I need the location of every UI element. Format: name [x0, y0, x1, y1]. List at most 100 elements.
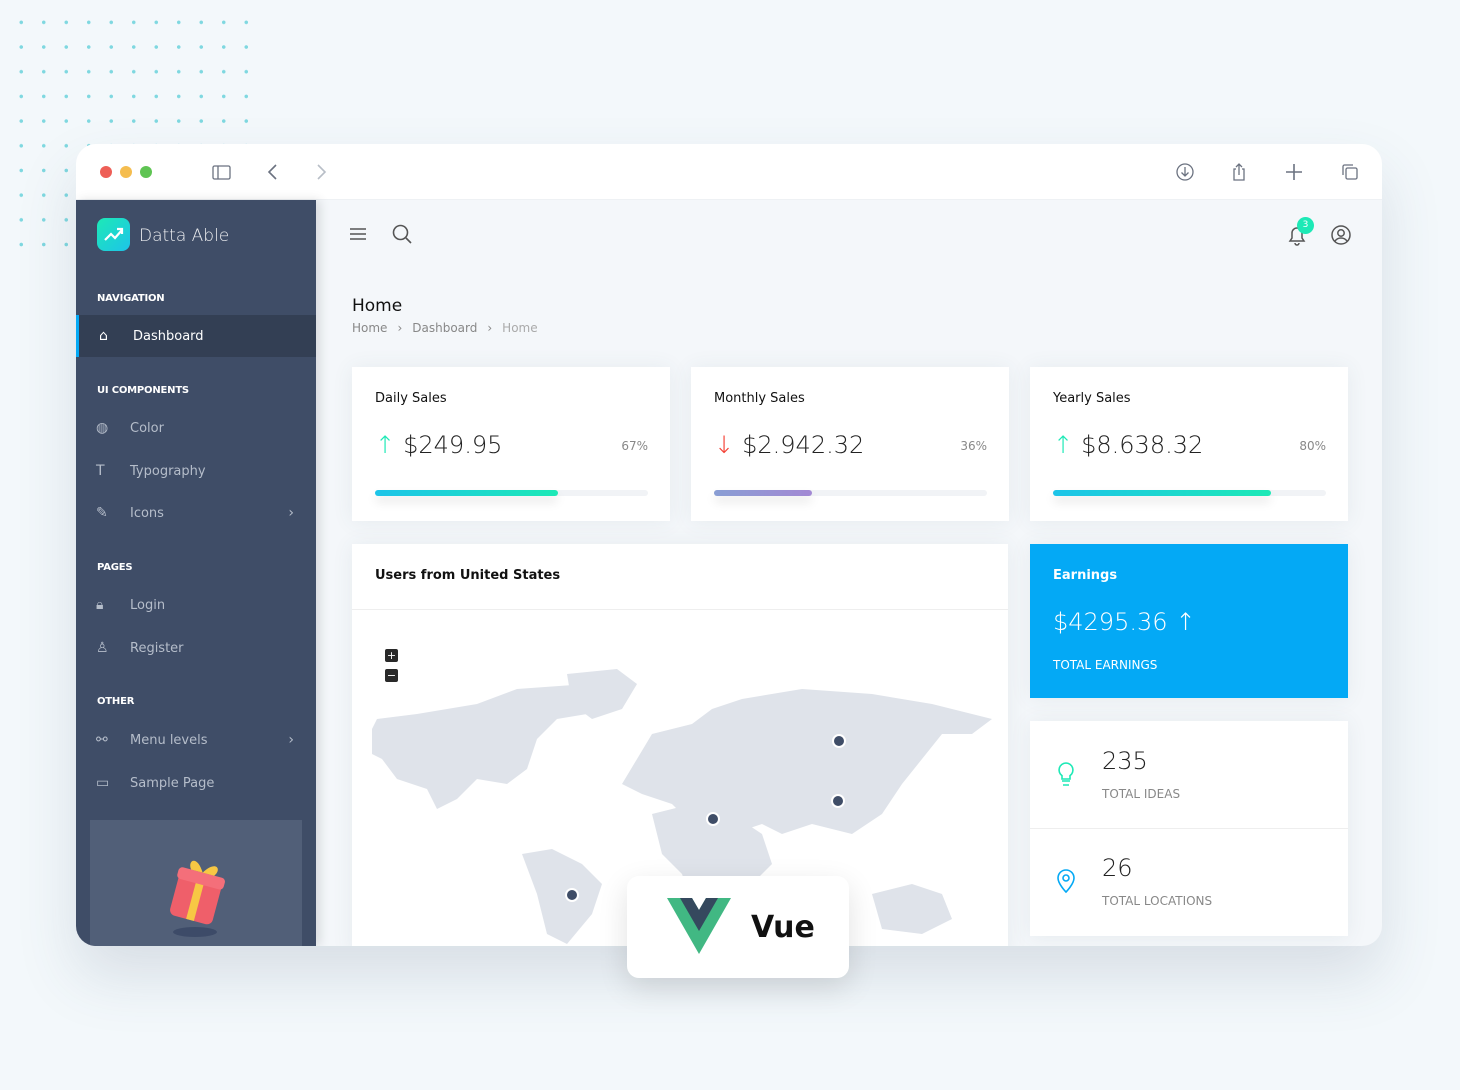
map-marker: [565, 888, 579, 902]
nav-caption: NAVIGATION: [97, 293, 165, 304]
sidebar-item-label: Register: [130, 640, 184, 656]
browser-window: Datta Able NAVIGATION ⌂ Dashboard UI COMP…: [76, 144, 1382, 946]
close-window-button[interactable]: [100, 166, 112, 178]
sidebar-item-label: Login: [130, 597, 166, 613]
map-zoom-in-button[interactable]: +: [385, 649, 398, 662]
new-tab-icon[interactable]: [1282, 160, 1306, 184]
lightbulb-icon: [1058, 762, 1074, 786]
vue-label: Vue: [751, 910, 815, 945]
progress-bar: [375, 490, 648, 496]
sidebar-item-typography[interactable]: T Typography: [76, 450, 316, 492]
locations-value: 26: [1102, 854, 1133, 882]
progress-fill: [1053, 490, 1272, 496]
sidebar-item-label: Sample Page: [130, 775, 215, 791]
feather-icon: ✎: [96, 505, 108, 521]
progress-fill: [714, 490, 813, 496]
progress-bar: [1053, 490, 1326, 496]
logo-icon: [97, 218, 130, 251]
maximize-window-button[interactable]: [140, 166, 152, 178]
map-zoom-out-button[interactable]: −: [385, 669, 398, 682]
sidebar-item-login[interactable]: 🔒︎ Login: [76, 584, 316, 626]
world-map[interactable]: [372, 664, 992, 946]
breadcrumb-item: Home: [502, 321, 538, 335]
stat-value: $8.638.32: [1081, 431, 1204, 459]
sidebar-item-label: Typography: [130, 463, 206, 479]
map-pin-icon: [1057, 869, 1075, 894]
sidebar-icon[interactable]: [209, 160, 233, 184]
arrow-up-icon: ↑: [375, 431, 396, 459]
earnings-card: Earnings $4295.36 ↑ TOTAL EARNINGS: [1030, 544, 1348, 698]
sidebar-item-icons[interactable]: ✎ Icons ›: [76, 492, 316, 534]
user-plus-icon: ♙: [96, 640, 109, 656]
search-icon[interactable]: [391, 223, 413, 245]
progress-fill: [375, 490, 558, 496]
download-icon[interactable]: [1173, 160, 1197, 184]
stat-title: Monthly Sales: [714, 391, 805, 406]
minimize-window-button[interactable]: [120, 166, 132, 178]
earnings-value: $4295.36: [1053, 608, 1168, 636]
stat-value: $2.942.32: [742, 431, 865, 459]
share-nodes-icon: ⚯: [96, 732, 108, 748]
back-icon[interactable]: [261, 160, 285, 184]
map-marker: [832, 734, 846, 748]
chevron-right-icon: ›: [397, 321, 403, 335]
lock-icon: 🔒︎: [96, 597, 104, 613]
sidebar: Datta Able NAVIGATION ⌂ Dashboard UI COMP…: [76, 200, 316, 946]
chevron-right-icon: ›: [288, 505, 294, 521]
chevron-right-icon: ›: [288, 732, 294, 748]
home-icon: ⌂: [99, 328, 108, 344]
page-title: Home: [352, 296, 403, 316]
promo-card: [90, 820, 302, 946]
tabs-icon[interactable]: [1338, 160, 1362, 184]
notification-badge: 3: [1297, 217, 1314, 234]
breadcrumb: Home › Dashboard › Home: [352, 321, 538, 335]
arrow-up-icon: ↑: [1175, 608, 1196, 636]
map-marker: [706, 812, 720, 826]
user-icon[interactable]: [1330, 224, 1352, 246]
nav-caption: UI COMPONENTS: [97, 385, 189, 396]
stat-value: $249.95: [403, 431, 503, 459]
locations-label: TOTAL LOCATIONS: [1102, 894, 1213, 908]
map-marker: [831, 794, 845, 808]
sidebar-item-dashboard[interactable]: ⌂ Dashboard: [76, 315, 316, 357]
stat-percent: 80%: [1299, 439, 1326, 453]
earnings-label: TOTAL EARNINGS: [1053, 658, 1158, 672]
ideas-value: 235: [1102, 747, 1148, 775]
monitor-icon: ▭: [96, 775, 110, 791]
menu-icon[interactable]: [348, 224, 368, 244]
vue-logo-icon: [667, 898, 731, 954]
earnings-title: Earnings: [1053, 568, 1118, 583]
ideas-label: TOTAL IDEAS: [1102, 787, 1181, 801]
forward-icon[interactable]: [309, 160, 333, 184]
arrow-down-icon: ↓: [714, 431, 735, 459]
stat-card: Daily Sales ↑ $249.95 67%: [352, 367, 670, 521]
share-icon[interactable]: [1227, 160, 1251, 184]
sidebar-item-label: Icons: [130, 505, 164, 521]
chevron-right-icon: ›: [487, 321, 493, 335]
stat-card: Yearly Sales ↑ $8.638.32 80%: [1030, 367, 1348, 521]
stat-percent: 67%: [621, 439, 648, 453]
nav-caption: PAGES: [97, 562, 133, 573]
stat-percent: 36%: [960, 439, 987, 453]
breadcrumb-item[interactable]: Dashboard: [412, 321, 478, 335]
arrow-up-icon: ↑: [1053, 431, 1074, 459]
main-content: 3 Home Home › Dashboard › Home Daily Sales…: [316, 200, 1382, 946]
breadcrumb-item[interactable]: Home: [352, 321, 388, 335]
vue-badge: Vue: [627, 876, 849, 978]
sidebar-item-register[interactable]: ♙ Register: [76, 627, 316, 669]
sidebar-item-menu-levels[interactable]: ⚯ Menu levels ›: [76, 719, 316, 761]
stat-title: Yearly Sales: [1053, 391, 1131, 406]
brand-name: Datta Able: [139, 226, 230, 246]
nav-caption: OTHER: [97, 696, 135, 707]
sidebar-item-label: Color: [130, 420, 164, 436]
sidebar-item-color[interactable]: ◍ Color: [76, 407, 316, 449]
palette-icon: ◍: [96, 420, 109, 436]
type-icon: T: [96, 463, 105, 479]
sidebar-item-label: Menu levels: [130, 732, 208, 748]
stat-card: Monthly Sales ↓ $2.942.32 36%: [691, 367, 1009, 521]
sidebar-item-sample-page[interactable]: ▭ Sample Page: [76, 762, 316, 804]
gift-icon: [170, 860, 225, 937]
stat-title: Daily Sales: [375, 391, 447, 406]
map-title: Users from United States: [375, 568, 561, 583]
totals-card: 235 TOTAL IDEAS 26 TOTAL LOCATIONS: [1030, 721, 1348, 936]
